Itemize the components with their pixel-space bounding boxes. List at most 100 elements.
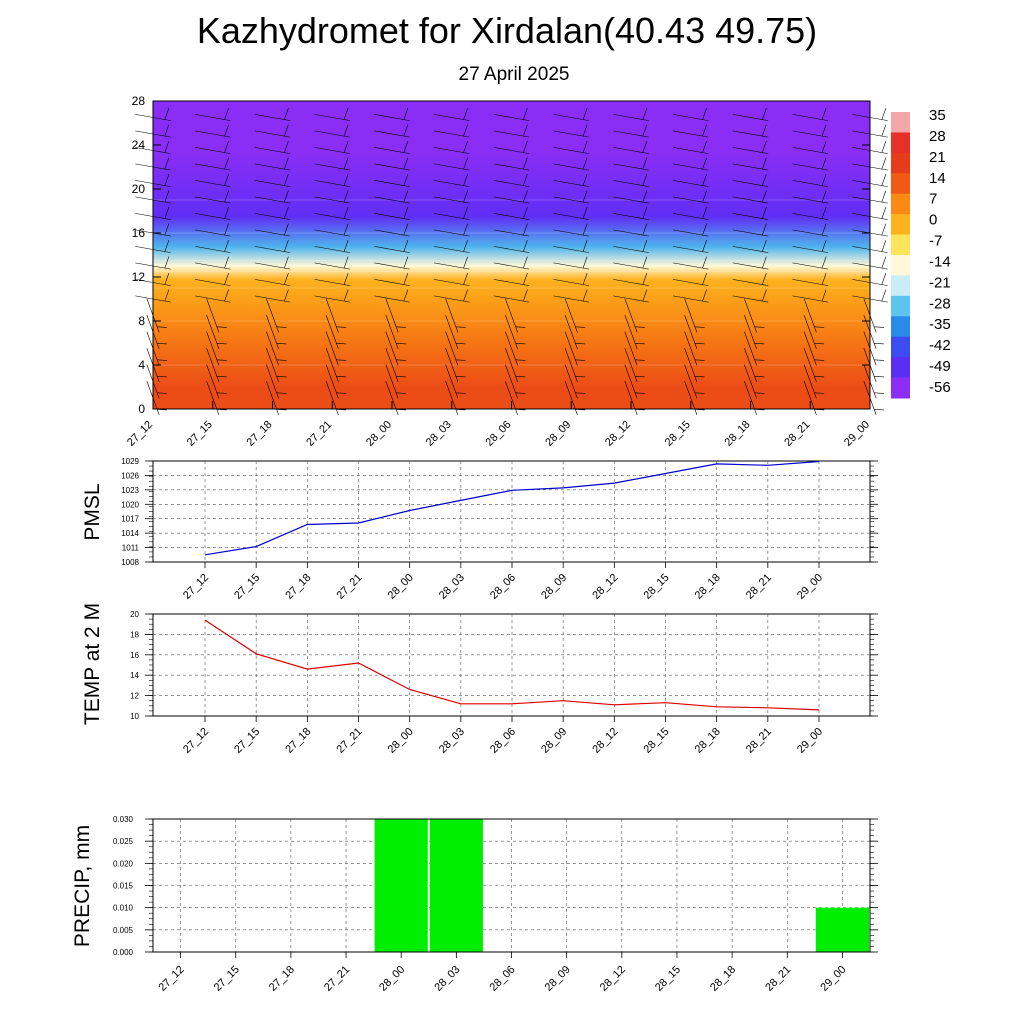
wind-barb-flag — [463, 273, 468, 285]
wind-barb-flag — [642, 157, 648, 170]
wind-barb-flag — [403, 108, 409, 120]
wind-barb-flag — [762, 157, 767, 170]
y-tick-label: 12 — [130, 692, 139, 701]
colorbar-swatch — [891, 275, 910, 297]
wind-barb-flag — [642, 174, 648, 186]
wind-barb-flag — [343, 256, 349, 269]
colorbar-swatch — [891, 255, 910, 276]
plot-frame — [152, 460, 871, 563]
precip-bar — [374, 819, 428, 952]
wind-barb-flag — [694, 392, 705, 394]
wind-barb-flag — [575, 326, 586, 328]
colorbar-swatch — [891, 152, 910, 174]
colorbar-swatch — [891, 336, 910, 358]
wind-barb-flag — [635, 359, 645, 361]
wind-barb-flag — [463, 289, 468, 302]
wind-barb-flag — [874, 342, 884, 345]
wind-barb-flag — [702, 124, 707, 137]
wind-barb-flag — [635, 342, 645, 345]
wind-barb-flag — [881, 124, 887, 137]
x-tick-label: 27_12 — [157, 964, 187, 994]
colorbar-label: 35 — [929, 107, 946, 124]
y-axis-label: PRECIP, mm — [71, 825, 94, 947]
wind-barb-flag — [164, 207, 170, 219]
x-tick-label: 28_00 — [386, 572, 416, 602]
wind-barb-flag — [455, 326, 466, 328]
wind-barb-flag — [762, 273, 767, 285]
wind-barb-flag — [164, 240, 170, 252]
wind-barb-flag — [582, 240, 588, 252]
wind-barb-flag — [575, 375, 586, 378]
wind-barb-flag — [403, 289, 409, 302]
chart-title: Kazhydromet for Xirdalan(40.43 49.75) — [196, 10, 818, 51]
colorbar-label: -7 — [929, 233, 942, 250]
precip-bar — [429, 819, 483, 952]
colorbar-label: -14 — [929, 253, 951, 270]
y-tick-label: 0.000 — [113, 948, 134, 957]
x-tick-label: 27_15 — [232, 572, 262, 602]
wind-barb-flag — [523, 207, 528, 219]
wind-barb-flag — [343, 207, 349, 219]
colorbar-label: -49 — [929, 358, 951, 375]
x-tick-label: 28_09 — [543, 419, 573, 449]
x-tick-label: 28_09 — [539, 572, 569, 602]
x-tick-label: 27_15 — [185, 419, 215, 449]
x-tick-label: 29_00 — [795, 572, 825, 602]
y-tick-label: 0.015 — [113, 882, 134, 891]
wind-barb-flag — [821, 174, 827, 186]
x-tick-label: 28_00 — [386, 726, 416, 756]
wind-barb-flag — [403, 141, 409, 153]
wind-barb-flag — [874, 392, 884, 394]
wind-barb-flag — [224, 141, 229, 153]
wind-barb-flag — [821, 240, 827, 252]
colorbar-swatch — [891, 214, 910, 236]
chart-subtitle: 27 April 2025 — [458, 64, 570, 85]
wind-barb-flag — [582, 108, 588, 120]
wind-barb-flag — [762, 256, 767, 269]
wind-barb-flag — [762, 124, 767, 137]
wind-barb-flag — [343, 289, 349, 302]
wind-barb-flag — [455, 375, 466, 378]
wind-barb-flag — [523, 190, 528, 203]
colorbar-label: -21 — [929, 274, 951, 291]
x-tick-label: 28_03 — [424, 419, 454, 449]
wind-barb-flag — [343, 223, 349, 236]
wind-barb-flag — [157, 342, 167, 345]
wind-barb-flag — [523, 289, 528, 302]
wind-barb-flag — [821, 273, 827, 285]
wind-barb-flag — [702, 190, 707, 203]
y-tick-label: 1026 — [121, 471, 139, 480]
wind-barb-flag — [821, 207, 827, 219]
y-tick-label: 18 — [130, 630, 139, 639]
wind-barb-flag — [164, 289, 170, 302]
wind-barb-flag — [336, 359, 347, 361]
wind-barb-flag — [702, 141, 707, 153]
y-tick-label: 14 — [130, 671, 139, 680]
wind-barb-flag — [336, 375, 347, 378]
wind-barb-flag — [575, 359, 586, 361]
x-tick-label: 27_12 — [181, 572, 211, 602]
wind-barb-flag — [157, 359, 167, 361]
wind-barb-flag — [523, 223, 528, 236]
wind-barb-flag — [821, 124, 827, 137]
x-tick-label: 27_12 — [125, 419, 155, 449]
x-tick-label: 28_15 — [653, 964, 683, 994]
wind-barb-flag — [694, 359, 705, 361]
x-tick-label: 28_06 — [488, 572, 518, 602]
wind-barb-flag — [463, 223, 468, 236]
x-tick-label: 28_15 — [642, 572, 672, 602]
colorbar-swatch — [891, 377, 910, 399]
wind-barb-flag — [224, 289, 229, 302]
wind-barb-flag — [216, 392, 227, 394]
wind-barb-flag — [881, 174, 887, 186]
wind-barb-flag — [881, 108, 887, 120]
wind-barb-flag — [642, 190, 648, 203]
wind-barb-flag — [463, 207, 468, 219]
colorbar: 35 28 21 14 7 0 -7 -14 -21 -28 -35 -42 -49 -56 — [891, 107, 951, 399]
x-tick-label: 27_18 — [283, 726, 313, 756]
y-tick-label: 0 — [138, 402, 145, 416]
wind-barb-flag — [881, 273, 887, 285]
wind-barb-flag — [284, 157, 289, 170]
wind-barb-flag — [821, 256, 827, 269]
wind-barb-flag — [276, 375, 287, 378]
